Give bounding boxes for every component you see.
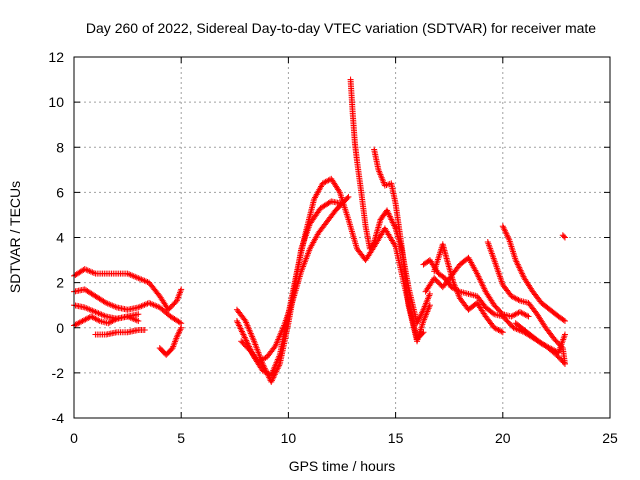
- data-point: [561, 317, 568, 324]
- y-tick-label: 2: [56, 275, 64, 291]
- y-tick-label: 10: [48, 94, 64, 110]
- data-point: [525, 313, 532, 320]
- data-point: [561, 234, 568, 241]
- data-point: [426, 302, 433, 309]
- data-point: [178, 286, 185, 293]
- y-tick-label: 12: [48, 49, 64, 65]
- chart-title: Day 260 of 2022, Sidereal Day-to-day VTE…: [86, 20, 596, 36]
- x-tick-label: 15: [388, 430, 404, 446]
- y-tick-label: -2: [52, 365, 65, 381]
- data-point: [489, 310, 496, 317]
- y-axis-label: SDTVAR / TECUs: [7, 181, 23, 293]
- y-tick-label: -4: [52, 410, 65, 426]
- data-point: [561, 360, 568, 367]
- data-point: [135, 317, 142, 324]
- x-axis-label: GPS time / hours: [289, 458, 396, 474]
- data-point: [420, 329, 427, 336]
- x-tick-label: 25: [602, 430, 618, 446]
- data-point: [339, 200, 345, 207]
- x-tick-label: 5: [177, 430, 185, 446]
- y-tick-label: 0: [56, 320, 64, 336]
- data-point: [101, 299, 108, 306]
- data-point: [345, 193, 352, 200]
- data-point: [498, 328, 505, 335]
- data-point: [344, 195, 351, 202]
- data-point: [561, 331, 568, 338]
- data-point: [95, 317, 102, 324]
- y-tick-label: 6: [56, 184, 64, 200]
- data-point: [178, 324, 185, 331]
- data-point: [560, 317, 567, 324]
- data-point: [135, 311, 142, 318]
- axis-ticks: 0 5 10 15 20 25 -4 -2 0 2 4 6 8 10 12: [48, 49, 618, 446]
- data-point: [141, 327, 148, 334]
- data-point: [426, 290, 433, 297]
- data-point: [524, 312, 531, 319]
- x-tick-label: 10: [281, 430, 297, 446]
- data-point: [515, 296, 522, 303]
- data-point: [370, 240, 377, 247]
- data-points: [71, 76, 568, 385]
- data-point: [112, 316, 119, 323]
- data-point: [560, 233, 567, 240]
- data-point: [176, 319, 183, 326]
- y-tick-label: 8: [56, 139, 64, 155]
- grid-lines: [74, 57, 610, 418]
- y-tick-label: 4: [56, 230, 64, 246]
- x-tick-label: 20: [495, 430, 511, 446]
- data-point: [499, 329, 506, 336]
- x-tick-label: 0: [70, 430, 78, 446]
- data-point: [337, 201, 344, 208]
